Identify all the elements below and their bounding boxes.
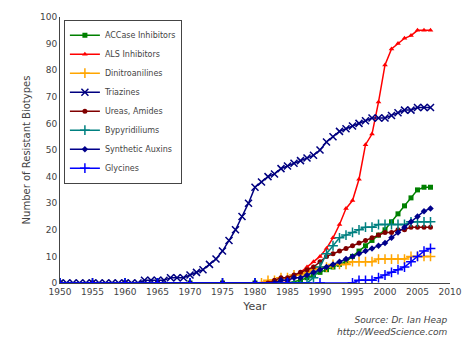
- svg-text:Dinitroanilines: Dinitroanilines: [105, 69, 163, 78]
- svg-text:30: 30: [46, 198, 58, 208]
- svg-text:2005: 2005: [406, 287, 429, 297]
- svg-text:70: 70: [46, 92, 58, 102]
- svg-text:ACCase Inhibitors: ACCase Inhibitors: [105, 31, 176, 40]
- svg-text:Synthetic Auxins: Synthetic Auxins: [105, 145, 172, 154]
- svg-text:1950: 1950: [49, 287, 72, 297]
- svg-text:1980: 1980: [244, 287, 267, 297]
- svg-text:Number of Resistant Biotypes: Number of Resistant Biotypes: [21, 76, 32, 225]
- svg-text:40: 40: [46, 172, 58, 182]
- svg-text:1985: 1985: [276, 287, 299, 297]
- svg-text:10: 10: [46, 252, 58, 262]
- svg-text:0: 0: [51, 278, 57, 288]
- svg-text:Ureas, Amides: Ureas, Amides: [105, 107, 163, 116]
- svg-text:1965: 1965: [146, 287, 169, 297]
- svg-text:Year: Year: [242, 300, 267, 313]
- svg-text:Triazines: Triazines: [104, 88, 140, 97]
- svg-text:100: 100: [40, 12, 57, 22]
- svg-text:50: 50: [46, 145, 58, 155]
- svg-text:2000: 2000: [374, 287, 397, 297]
- svg-text:90: 90: [46, 39, 58, 49]
- svg-text:60: 60: [46, 119, 58, 129]
- svg-text:2010: 2010: [439, 287, 462, 297]
- svg-text:ALS Inhibitors: ALS Inhibitors: [105, 50, 160, 59]
- svg-text:Bypyridiliums: Bypyridiliums: [105, 126, 159, 135]
- svg-text:Glycines: Glycines: [105, 164, 139, 173]
- svg-text:1990: 1990: [309, 287, 332, 297]
- svg-text:Source: Dr. Ian Heaphttp://Wee: Source: Dr. Ian Heaphttp://WeedScience.c…: [337, 315, 448, 337]
- svg-text:1970: 1970: [179, 287, 202, 297]
- svg-text:20: 20: [46, 225, 58, 235]
- svg-text:80: 80: [46, 65, 58, 75]
- svg-text:1960: 1960: [114, 287, 137, 297]
- svg-text:1955: 1955: [81, 287, 104, 297]
- svg-text:1975: 1975: [211, 287, 234, 297]
- svg-text:1995: 1995: [341, 287, 364, 297]
